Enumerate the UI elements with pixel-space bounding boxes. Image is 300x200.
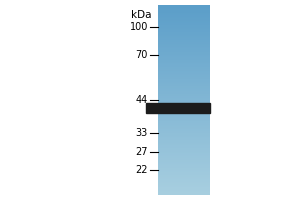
Text: kDa: kDa [131, 10, 152, 20]
Text: 100: 100 [130, 22, 148, 32]
Text: 27: 27 [136, 147, 148, 157]
Text: 33: 33 [136, 128, 148, 138]
Text: 22: 22 [136, 165, 148, 175]
Text: 44: 44 [136, 95, 148, 105]
Bar [146, 103, 210, 113]
Text: 70: 70 [136, 50, 148, 60]
